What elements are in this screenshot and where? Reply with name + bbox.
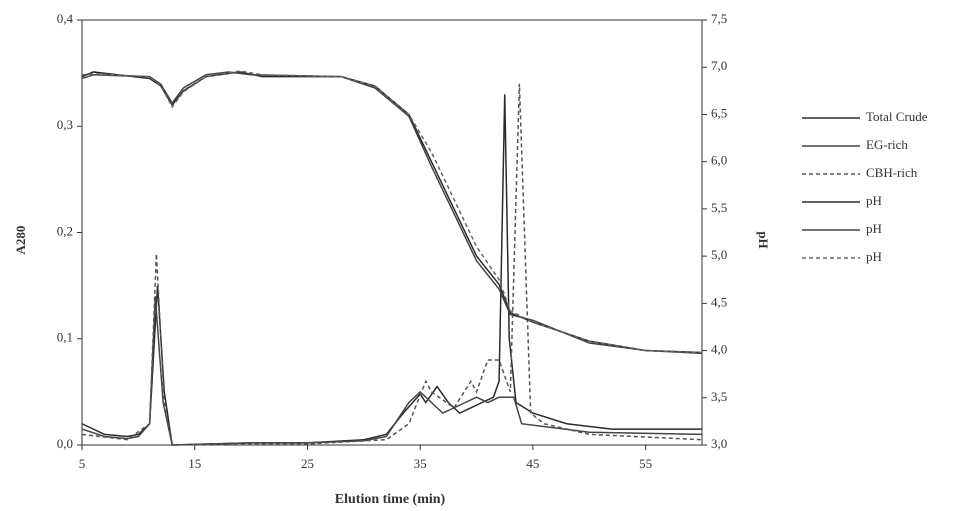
- x-tick-label: 15: [188, 456, 201, 471]
- y-tick-label: 0,1: [57, 330, 73, 345]
- y-tick-label: 0,2: [57, 223, 73, 238]
- x-tick-label: 45: [526, 456, 539, 471]
- series-line: [81, 296, 703, 446]
- y2-tick-label: 6,5: [711, 105, 727, 120]
- y-tick-label: 0,3: [57, 117, 73, 132]
- y2-tick-label: 7,5: [711, 11, 727, 26]
- legend-label: pH: [866, 249, 882, 264]
- y-axis-title: A280: [13, 226, 28, 255]
- y2-tick-label: 5,0: [711, 247, 727, 262]
- y2-tick-label: 4,0: [711, 342, 727, 357]
- series-line: [81, 71, 703, 355]
- legend-label: pH: [866, 193, 882, 208]
- plot-frame: [81, 19, 703, 446]
- y2-axis-title: pH: [756, 231, 771, 248]
- y2-tick-label: 7,0: [711, 58, 727, 73]
- legend-label: EG-rich: [866, 137, 908, 152]
- legend-label: pH: [866, 221, 882, 236]
- y2-tick-label: 5,5: [711, 200, 727, 215]
- x-axis-title: Elution time (min): [335, 492, 446, 507]
- series-line: [81, 83, 703, 446]
- y-tick-label: 0,4: [57, 11, 74, 26]
- series-line: [81, 70, 703, 354]
- y2-tick-label: 4,5: [711, 294, 727, 309]
- legend-label: Total Crude: [866, 109, 928, 124]
- series-line: [81, 71, 703, 354]
- x-tick-label: 35: [414, 456, 427, 471]
- x-tick-label: 55: [639, 456, 652, 471]
- y2-tick-label: 6,0: [711, 153, 727, 168]
- x-tick-label: 25: [301, 456, 314, 471]
- series-line: [81, 94, 702, 446]
- x-tick-label: 5: [79, 456, 86, 471]
- legend-label: CBH-rich: [866, 165, 918, 180]
- y-tick-label: 0,0: [57, 436, 73, 451]
- y2-tick-label: 3,5: [711, 389, 727, 404]
- y2-tick-label: 3,0: [711, 436, 727, 451]
